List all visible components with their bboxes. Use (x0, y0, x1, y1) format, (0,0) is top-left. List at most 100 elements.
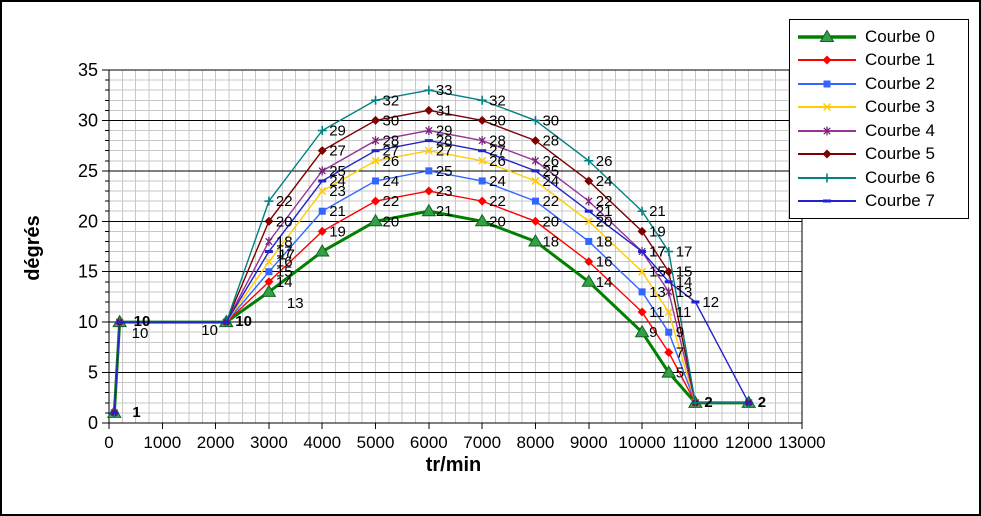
series-marker (478, 156, 487, 165)
data-label: 30 (383, 112, 400, 129)
data-label: 27 (489, 143, 506, 160)
data-label: 24 (489, 173, 506, 190)
data-label: 13 (287, 295, 304, 312)
data-label: 24 (542, 173, 559, 190)
series-line (113, 190, 749, 413)
series-marker (531, 169, 540, 173)
series-marker (421, 203, 437, 217)
data-label: 9 (676, 324, 684, 341)
y-tick-label: 0 (88, 413, 98, 433)
data-label: 27 (436, 143, 453, 160)
series-marker (424, 139, 433, 143)
series-marker (317, 226, 327, 236)
data-label: 17 (649, 244, 666, 261)
data-label: 23 (436, 183, 453, 200)
series-marker (265, 268, 273, 276)
data-label: 2 (758, 394, 766, 411)
y-tick-label: 20 (78, 211, 98, 231)
series-marker (822, 103, 832, 112)
x-tick-label: 10000 (618, 433, 665, 452)
data-label: 26 (383, 153, 400, 170)
series-marker (477, 115, 487, 125)
series-marker (531, 176, 540, 185)
data-label: 10 (235, 313, 252, 330)
data-label: 17 (676, 244, 693, 261)
series-marker (474, 213, 490, 227)
series-marker (368, 213, 383, 227)
data-label: 32 (489, 92, 506, 109)
x-tick-labels: 0 1000 2000 3000 4000 5000 6000 7000 8000 9000 100… (104, 433, 825, 452)
series-marker (585, 237, 593, 245)
series-marker (478, 177, 486, 185)
series-marker (530, 136, 540, 146)
x-tick-label: 8000 (517, 433, 555, 452)
series-marker (637, 307, 647, 317)
legend-label: Courbe 6 (865, 167, 935, 187)
legend-item-0: Courbe 0 (796, 26, 966, 48)
data-label: 18 (596, 233, 613, 250)
legend-item-7: Courbe 7 (796, 190, 966, 212)
data-label: 26 (489, 153, 506, 170)
data-label: 17 (278, 247, 295, 264)
data-label: 21 (649, 203, 666, 220)
plot-border (108, 69, 803, 424)
gridlines-major (109, 119, 802, 374)
series-line (112, 209, 749, 414)
y-tick-label: 25 (78, 161, 98, 181)
y-tick-labels: 0 5 10 15 20 25 30 35 (78, 60, 98, 433)
series-marker (478, 136, 486, 145)
legend-item-2: Courbe 2 (796, 73, 966, 95)
legend-item-1: Courbe 1 (796, 49, 966, 71)
x-tick-label: 6000 (410, 433, 448, 452)
legend-swatch-triangle-icon (798, 29, 856, 42)
data-label: 21 (596, 203, 613, 220)
series-marker (264, 250, 273, 254)
data-label: 25 (436, 163, 453, 180)
legend-swatch-asterisk-icon (798, 126, 856, 136)
data-label: 14 (276, 274, 293, 291)
data-label: 22 (596, 193, 613, 210)
data-label: 10 (132, 325, 149, 342)
series-marker (664, 280, 673, 284)
series-marker (424, 146, 433, 155)
series-marker (371, 196, 381, 206)
data-label: 17 (276, 244, 293, 261)
series-marker (819, 29, 835, 42)
data-label: 10 (201, 322, 218, 339)
data-label: 11 (649, 304, 665, 321)
series-marker (584, 209, 593, 213)
legend-label: Courbe 4 (865, 120, 935, 140)
series-marker (664, 267, 674, 277)
series-marker (637, 226, 647, 236)
data-label: 20 (489, 213, 506, 230)
legend-swatch-diamond-icon (798, 55, 856, 65)
data-label: 24 (329, 173, 346, 190)
data-label: 27 (383, 143, 400, 160)
data-label: 13 (676, 284, 693, 301)
series-marker (424, 105, 434, 115)
x-tick-label: 11000 (672, 433, 718, 452)
data-label: 26 (542, 153, 559, 170)
series-marker (823, 199, 831, 203)
series-marker (744, 401, 753, 405)
series-marker (638, 267, 647, 276)
data-label: 29 (329, 123, 346, 140)
series-marker (318, 179, 327, 183)
series-marker (664, 308, 673, 317)
data-label: 13 (649, 284, 666, 301)
series-marker (585, 197, 593, 205)
data-label: 22 (276, 193, 293, 210)
series-marker (477, 196, 487, 206)
series-marker (478, 149, 487, 153)
data-label: 29 (436, 123, 453, 140)
data-label: 5 (676, 365, 684, 382)
data-label: 1 (132, 404, 140, 421)
data-label: 27 (329, 143, 346, 160)
series-marker (665, 288, 673, 296)
data-label: 19 (649, 223, 666, 240)
series-marker (691, 300, 700, 304)
data-label: 17 (649, 244, 666, 261)
data-label: 28 (542, 133, 559, 150)
data-label: 20 (596, 213, 613, 230)
